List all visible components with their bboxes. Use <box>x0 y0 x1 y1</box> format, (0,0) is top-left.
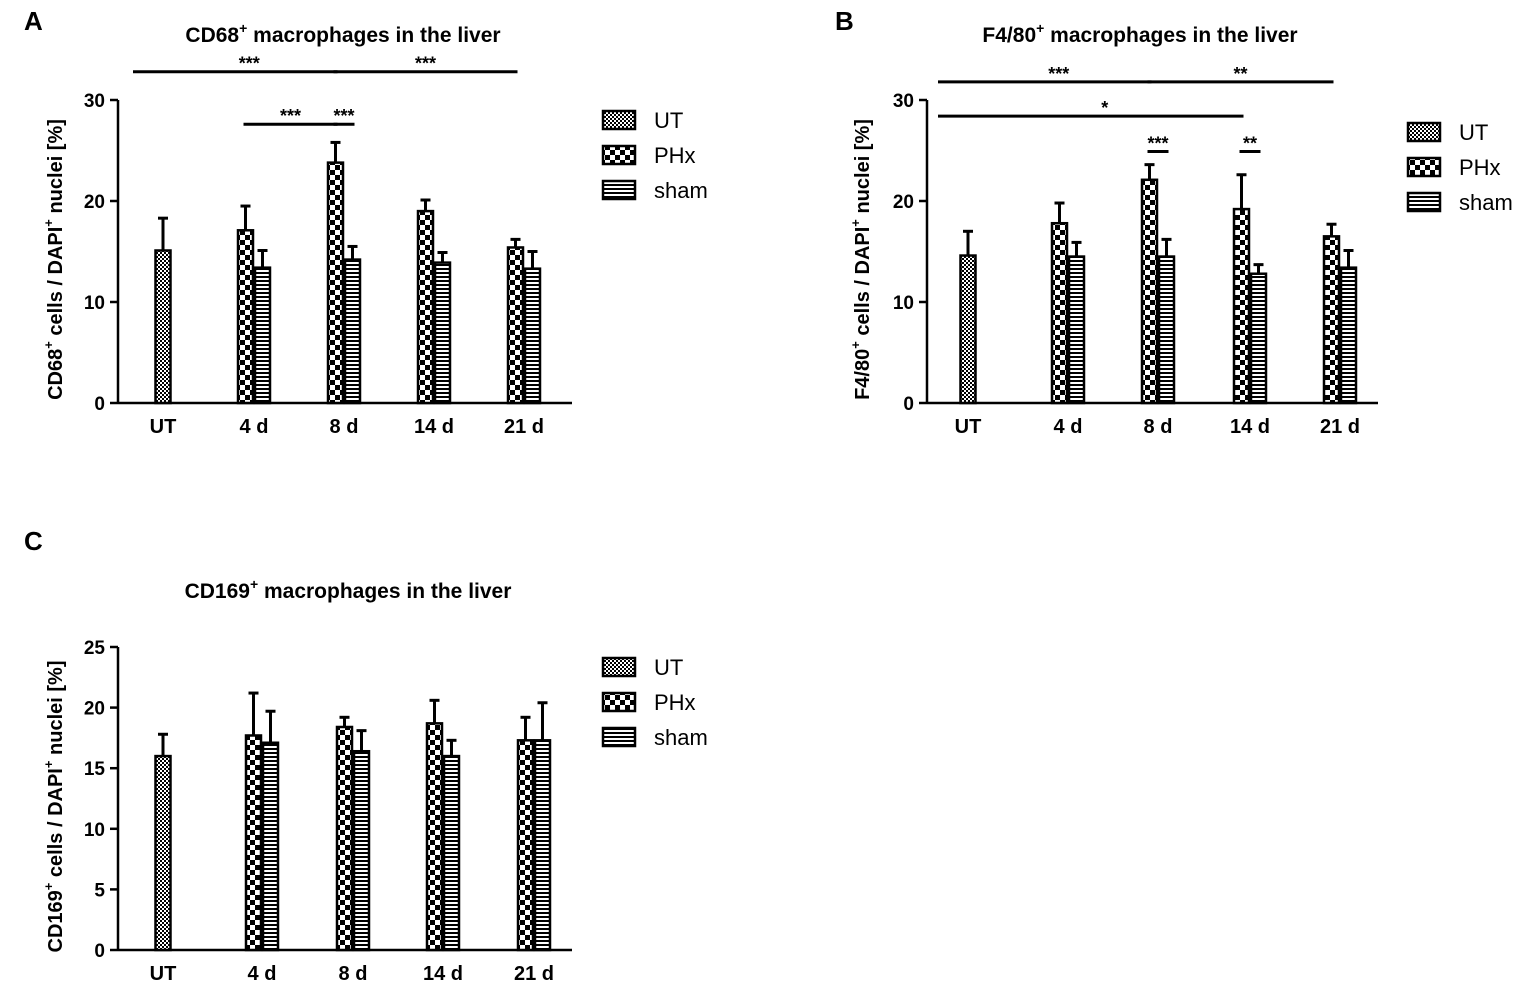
legend-swatch-ut <box>1406 121 1442 143</box>
chart-title: CD169+ macrophages in the liver <box>185 576 512 603</box>
bar-sham-14-d <box>433 261 452 405</box>
legend-swatch-phx <box>601 144 637 166</box>
y-tick-label-20: 20 <box>84 699 105 720</box>
chart-title: CD68+ macrophages in the liver <box>185 20 500 47</box>
legend-label-ut: UT <box>1459 120 1488 145</box>
x-tick-label-4-d: 4 d <box>1054 416 1083 438</box>
panel-letter-b: B <box>835 6 854 36</box>
legend-swatch-sham <box>1406 191 1442 213</box>
significance-label-0: *** <box>1048 64 1069 84</box>
legend-swatch-sham <box>601 726 637 748</box>
bar-sham-4-d <box>253 266 272 405</box>
y-tick-label-0: 0 <box>94 394 105 415</box>
x-tick-label-4-d: 4 d <box>248 963 277 985</box>
x-tick-label-21-d: 21 d <box>504 416 544 438</box>
y-tick-label-0: 0 <box>94 941 105 962</box>
bar-sham-21-d <box>533 739 552 952</box>
y-tick-label-10: 10 <box>893 293 914 314</box>
significance-label-2: * <box>1101 98 1108 118</box>
bar-phx-21-d <box>506 246 525 405</box>
y-tick-label-25: 25 <box>84 638 106 659</box>
y-tick-label-10: 10 <box>84 293 105 314</box>
bar-sham-8-d <box>343 258 362 405</box>
bar-ut-ut <box>154 249 172 405</box>
x-tick-label-ut: UT <box>150 416 177 438</box>
bar-phx-8-d <box>326 161 345 405</box>
bar-ut-ut <box>154 754 172 952</box>
legend-swatch-phx <box>1406 156 1442 178</box>
panel-letter-a: A <box>24 6 43 36</box>
bar-phx-14-d <box>416 209 435 405</box>
bar-phx-14-d <box>425 722 444 952</box>
x-tick-label-4-d: 4 d <box>240 416 269 438</box>
legend-label-sham: sham <box>654 725 708 750</box>
y-tick-label-20: 20 <box>893 192 914 213</box>
y-tick-label-15: 15 <box>84 759 106 780</box>
y-tick-label-0: 0 <box>903 394 914 415</box>
x-tick-label-8-d: 8 d <box>339 963 368 985</box>
legend-label-sham: sham <box>1459 190 1513 215</box>
bar-ut-ut <box>959 254 977 405</box>
significance-label-4: ** <box>1243 134 1257 154</box>
x-tick-label-21-d: 21 d <box>514 963 554 985</box>
bar-sham-4-d <box>1067 255 1086 405</box>
y-axis-label: CD68+ cells / DAPI+ nuclei [%] <box>41 119 67 400</box>
x-tick-label-ut: UT <box>955 416 982 438</box>
bar-phx-8-d <box>1140 178 1159 405</box>
chart-title: F4/80+ macrophages in the liver <box>982 20 1297 47</box>
panel-letter-c: C <box>24 526 43 556</box>
legend-label-phx: PHx <box>654 690 696 715</box>
panel-a-chart: CD68+ macrophages in the liver CD68+ cell… <box>41 20 708 438</box>
legend-swatch-phx <box>601 691 637 713</box>
bar-phx-4-d <box>1050 221 1069 405</box>
x-tick-label-14-d: 14 d <box>423 963 463 985</box>
significance-label-1: ** <box>1233 64 1247 84</box>
bar-sham-8-d <box>352 749 371 952</box>
x-tick-label-8-d: 8 d <box>330 416 359 438</box>
y-axis-label: F4/80+ cells / DAPI+ nuclei [%] <box>848 119 874 400</box>
x-tick-label-21-d: 21 d <box>1320 416 1360 438</box>
bar-sham-8-d <box>1157 255 1176 405</box>
significance-label-2: *** <box>280 106 301 126</box>
bar-sham-21-d <box>1339 266 1358 405</box>
y-tick-label-30: 30 <box>84 91 105 112</box>
legend-label-ut: UT <box>654 108 683 133</box>
bar-phx-4-d <box>244 734 263 952</box>
legend-label-phx: PHx <box>654 143 696 168</box>
significance-label-3: *** <box>333 106 354 126</box>
y-tick-label-30: 30 <box>893 91 914 112</box>
y-tick-label-10: 10 <box>84 820 105 841</box>
y-tick-label-5: 5 <box>94 880 105 901</box>
bar-phx-8-d <box>335 725 354 952</box>
bar-phx-21-d <box>516 739 535 952</box>
legend-label-ut: UT <box>654 655 683 680</box>
x-tick-label-14-d: 14 d <box>414 416 454 438</box>
panel-b-chart: F4/80+ macrophages in the liver F4/80+ ce… <box>848 20 1513 438</box>
bar-sham-4-d <box>261 741 280 952</box>
bar-sham-14-d <box>442 754 461 952</box>
legend-label-phx: PHx <box>1459 155 1501 180</box>
bar-phx-21-d <box>1322 235 1341 405</box>
legend-label-sham: sham <box>654 178 708 203</box>
panel-c-chart: CD169+ macrophages in the liver CD169+ ce… <box>41 576 708 985</box>
y-tick-label-20: 20 <box>84 192 105 213</box>
y-axis-label: CD169+ cells / DAPI+ nuclei [%] <box>41 661 67 953</box>
significance-label-3: *** <box>1147 134 1168 154</box>
bar-sham-14-d <box>1249 272 1268 405</box>
legend-swatch-ut <box>601 109 637 131</box>
legend-swatch-ut <box>601 656 637 678</box>
bar-phx-14-d <box>1232 207 1251 405</box>
x-tick-label-14-d: 14 d <box>1230 416 1270 438</box>
x-tick-label-ut: UT <box>150 963 177 985</box>
bar-phx-4-d <box>236 229 255 405</box>
legend-swatch-sham <box>601 179 637 201</box>
x-tick-label-8-d: 8 d <box>1144 416 1173 438</box>
bar-sham-21-d <box>523 267 542 405</box>
significance-label-0: *** <box>239 54 260 74</box>
significance-label-1: *** <box>415 54 436 74</box>
